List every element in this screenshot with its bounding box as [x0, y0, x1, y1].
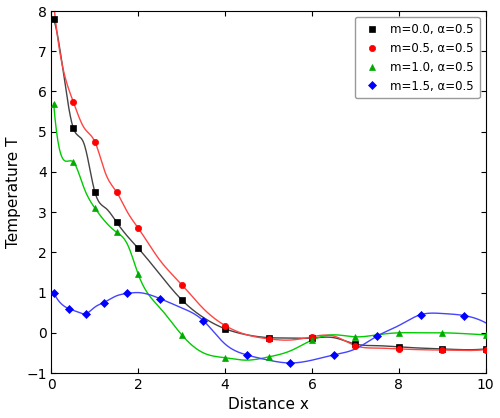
m=1.5, α=0.5	[200, 318, 206, 323]
m=0.0, α=0.5	[396, 344, 402, 349]
m=0.0, α=0.5	[482, 347, 488, 352]
m=0.0, α=0.5	[178, 297, 184, 302]
m=0.0, α=0.5	[70, 125, 76, 130]
m=0.5, α=0.5	[178, 282, 184, 287]
m=0.0, α=0.5	[222, 326, 228, 331]
m=0.5, α=0.5	[70, 99, 76, 104]
m=1.5, α=0.5	[124, 291, 130, 296]
m=1.5, α=0.5	[418, 312, 424, 317]
m=1.0, α=0.5	[352, 334, 358, 339]
Y-axis label: Temperature T: Temperature T	[6, 136, 20, 248]
m=0.5, α=0.5	[352, 343, 358, 348]
m=1.5, α=0.5	[100, 300, 106, 305]
m=1.0, α=0.5	[222, 355, 228, 360]
Legend: m=0.0, α=0.5, m=0.5, α=0.5, m=1.0, α=0.5, m=1.5, α=0.5: m=0.0, α=0.5, m=0.5, α=0.5, m=1.0, α=0.5…	[355, 17, 480, 99]
Line: m=0.0, α=0.5: m=0.0, α=0.5	[50, 16, 489, 352]
Line: m=1.0, α=0.5: m=1.0, α=0.5	[50, 100, 489, 361]
m=1.0, α=0.5	[114, 230, 119, 235]
m=1.0, α=0.5	[92, 206, 98, 211]
m=1.5, α=0.5	[244, 352, 250, 357]
m=0.0, α=0.5	[266, 335, 272, 340]
m=1.0, α=0.5	[396, 330, 402, 335]
m=1.5, α=0.5	[330, 352, 336, 357]
m=1.5, α=0.5	[50, 290, 56, 295]
m=0.0, α=0.5	[92, 189, 98, 194]
m=0.5, α=0.5	[92, 139, 98, 144]
m=1.0, α=0.5	[309, 338, 315, 343]
m=1.0, α=0.5	[266, 354, 272, 359]
m=0.5, α=0.5	[309, 334, 315, 339]
m=0.5, α=0.5	[482, 347, 488, 352]
m=0.0, α=0.5	[352, 342, 358, 347]
X-axis label: Distance x: Distance x	[228, 398, 309, 413]
Line: m=0.5, α=0.5: m=0.5, α=0.5	[50, 0, 489, 353]
m=0.5, α=0.5	[136, 226, 141, 231]
m=0.0, α=0.5	[114, 220, 119, 225]
Line: m=1.5, α=0.5: m=1.5, α=0.5	[50, 289, 467, 366]
m=1.5, α=0.5	[374, 334, 380, 339]
m=1.5, α=0.5	[66, 306, 72, 311]
m=0.5, α=0.5	[266, 336, 272, 342]
m=0.5, α=0.5	[50, 0, 56, 5]
m=1.5, α=0.5	[157, 296, 163, 301]
m=1.5, α=0.5	[83, 311, 89, 316]
m=0.0, α=0.5	[439, 347, 445, 352]
m=0.0, α=0.5	[50, 17, 56, 22]
m=0.5, α=0.5	[439, 348, 445, 353]
m=0.5, α=0.5	[114, 189, 119, 194]
m=1.5, α=0.5	[461, 313, 467, 318]
m=0.5, α=0.5	[222, 323, 228, 328]
m=1.5, α=0.5	[288, 360, 294, 365]
m=1.0, α=0.5	[482, 332, 488, 337]
m=1.0, α=0.5	[439, 330, 445, 335]
m=0.0, α=0.5	[136, 246, 141, 251]
m=1.0, α=0.5	[50, 101, 56, 106]
m=0.5, α=0.5	[396, 347, 402, 352]
m=1.0, α=0.5	[136, 272, 141, 277]
m=1.0, α=0.5	[70, 159, 76, 164]
m=0.0, α=0.5	[309, 336, 315, 341]
m=1.0, α=0.5	[178, 332, 184, 337]
